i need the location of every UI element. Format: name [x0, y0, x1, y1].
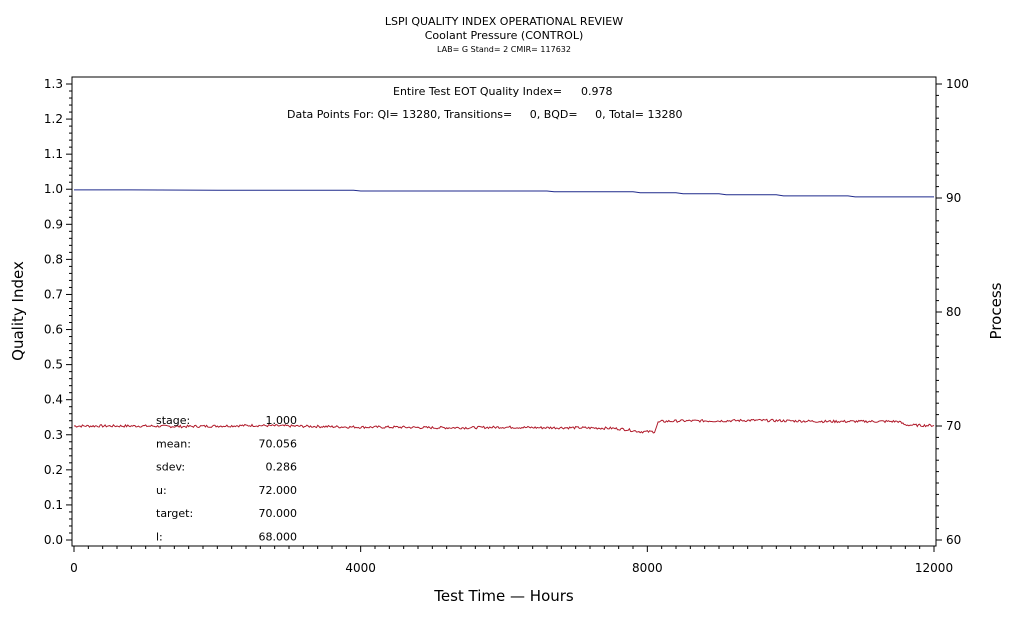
y-tick-label: 0.2 — [44, 463, 63, 477]
chart-subtitle-lab-info: LAB= G Stand= 2 CMIR= 117632 — [437, 45, 571, 54]
y-tick-label: 1.3 — [44, 77, 63, 91]
stat-label: u: — [156, 484, 167, 497]
stat-value: 72.000 — [259, 484, 298, 497]
stat-value: 68.000 — [259, 531, 298, 544]
y2-tick-label: 100 — [946, 77, 969, 91]
y-tick-label: 0.9 — [44, 217, 63, 231]
y-tick-label: 0.3 — [44, 428, 63, 442]
y2-axis-label: Process — [987, 282, 1005, 339]
stat-value: 1.000 — [266, 414, 298, 427]
y2-tick-label: 70 — [946, 419, 961, 433]
y-tick-label: 1.2 — [44, 112, 63, 126]
y2-tick-label: 90 — [946, 191, 961, 205]
eot-quality-value: 0.978 — [581, 85, 613, 98]
stat-value: 0.286 — [266, 461, 298, 474]
y-tick-label: 0.6 — [44, 323, 63, 337]
stat-value: 70.056 — [259, 437, 298, 450]
chart-title: LSPI QUALITY INDEX OPERATIONAL REVIEW — [385, 15, 623, 28]
x-axis-ticks: 0 4000 8000 12000 — [70, 546, 953, 575]
y-tick-label: 0.7 — [44, 287, 63, 301]
x-tick-label: 12000 — [915, 561, 953, 575]
stats-table: stage: 1.000 mean: 70.056 sdev: 0.286 u: 72.000… — [156, 414, 297, 544]
stat-label: target: — [156, 507, 193, 520]
y2-tick-label: 60 — [946, 533, 961, 547]
chart-subtitle: Coolant Pressure (CONTROL) — [425, 29, 584, 42]
y-tick-label: 1.1 — [44, 147, 63, 161]
y-tick-label: 0.5 — [44, 358, 63, 372]
y-tick-label: 1.0 — [44, 182, 63, 196]
x-axis-label: Test Time — Hours — [433, 587, 574, 605]
right-axis-ticks: 60 70 80 90 100 — [936, 77, 969, 547]
y-axis-label: Quality Index — [9, 261, 27, 361]
stat-label: mean: — [156, 437, 191, 450]
x-tick-label: 8000 — [632, 561, 663, 575]
eot-quality-label: Entire Test EOT Quality Index= — [393, 85, 562, 98]
stat-label: l: — [156, 531, 163, 544]
plot-frame — [71, 76, 937, 547]
quality-index-series-line — [74, 189, 934, 198]
y-tick-label: 0.8 — [44, 252, 63, 266]
y-tick-label: 0.4 — [44, 393, 63, 407]
y-tick-label: 0.0 — [44, 533, 63, 547]
data-points-summary: Data Points For: QI= 13280, Transitions=… — [287, 108, 682, 121]
left-axis-ticks: 0.0 0.1 0.2 0.3 0.4 0.5 0.6 0.7 0.8 0.9 1.0 1.1 1.2 1… — [44, 77, 72, 547]
stat-value: 70.000 — [259, 507, 298, 520]
stat-label: stage: — [156, 414, 190, 427]
series-layer — [73, 189, 935, 434]
x-tick-label: 4000 — [345, 561, 376, 575]
y2-tick-label: 80 — [946, 305, 961, 319]
process-series-line — [73, 418, 935, 434]
stat-label: sdev: — [156, 461, 185, 474]
y-tick-label: 0.1 — [44, 498, 63, 512]
x-tick-label: 0 — [70, 561, 78, 575]
